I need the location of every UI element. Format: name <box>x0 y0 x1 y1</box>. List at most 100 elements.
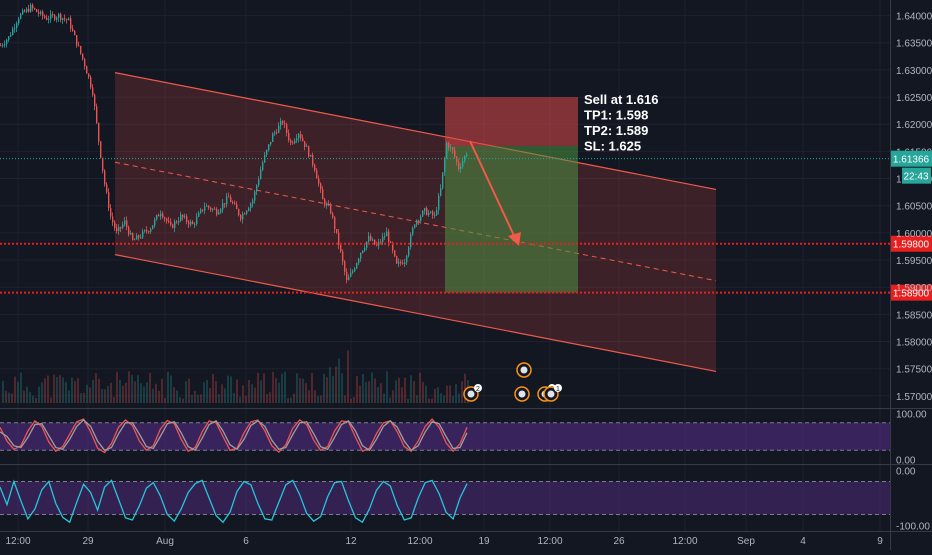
volume-bar <box>158 390 160 403</box>
event-badge-core <box>518 390 526 398</box>
candle-body <box>86 66 88 74</box>
candle-body <box>2 45 4 46</box>
volume-bar <box>152 388 154 403</box>
time-axis-label: 26 <box>613 536 625 547</box>
channel-upper-line <box>114 72 717 191</box>
candle-body <box>60 14 62 20</box>
volume-bar <box>236 379 238 403</box>
price-axis-label: 1.59500 <box>896 256 932 267</box>
volume-bar <box>224 388 226 403</box>
volume-bar <box>296 373 298 403</box>
volume-bar <box>26 386 28 403</box>
candle-body <box>356 263 358 269</box>
volume-bar <box>131 375 133 403</box>
candle-body <box>446 142 448 159</box>
candle-body <box>14 27 16 29</box>
volume-bar <box>287 398 289 403</box>
volume-bar <box>431 398 433 403</box>
volume-bar <box>275 378 277 403</box>
volume-bar <box>347 350 349 403</box>
volume-bar <box>116 371 118 403</box>
candle-body <box>302 138 304 142</box>
candle-body <box>294 140 296 144</box>
candle-body <box>16 23 18 28</box>
candle-body <box>422 210 424 217</box>
volume-bar <box>119 380 121 403</box>
candle-body <box>162 213 164 218</box>
candle-body <box>198 212 200 217</box>
volume-bar <box>395 380 397 403</box>
volume-bar <box>89 387 91 403</box>
candle-body <box>118 226 120 232</box>
volume-bar <box>407 398 409 403</box>
volume-bar <box>329 367 331 403</box>
candle-body <box>56 17 58 20</box>
candle-body <box>272 133 274 142</box>
candle-body <box>180 214 182 221</box>
candle-body <box>412 227 414 235</box>
oscillator-axis-label: 0.00 <box>896 467 916 478</box>
candle-body <box>240 215 242 220</box>
candle-body <box>292 142 294 144</box>
candle-body <box>146 230 148 232</box>
candle-body <box>182 214 184 218</box>
volume-bar <box>341 373 343 403</box>
volume-bar <box>311 372 313 403</box>
volume-bar <box>182 398 184 403</box>
volume-bar <box>65 382 67 403</box>
volume-bar <box>260 380 262 403</box>
volume-bar <box>35 397 37 403</box>
candle-body <box>178 220 180 223</box>
stop-loss-zone <box>445 97 578 146</box>
candle-body <box>106 184 108 193</box>
channel-layer <box>114 72 717 372</box>
volume-bar <box>104 389 106 403</box>
volume-bar <box>278 382 280 403</box>
candle-body <box>280 121 282 126</box>
candle-body <box>152 225 154 230</box>
candle-body <box>94 94 96 107</box>
trade-setup-text: SL: 1.625 <box>584 139 641 154</box>
candle-body <box>0 45 2 47</box>
volume-bar <box>362 374 364 403</box>
candle-body <box>348 276 350 281</box>
candle-body <box>202 209 204 211</box>
candle-body <box>184 216 186 218</box>
volume-bar <box>80 393 82 403</box>
volume-bar <box>101 389 103 403</box>
candle-body <box>188 221 190 225</box>
candle-body <box>236 204 238 210</box>
candle-body <box>298 134 300 139</box>
candle-body <box>58 14 60 18</box>
candle-body <box>410 234 412 248</box>
trade-setup-text: Sell at 1.616 <box>584 92 658 107</box>
volume-bar <box>200 394 202 403</box>
take-profit-zone <box>445 145 578 293</box>
candle-body <box>464 156 466 162</box>
stochastic-axis-label: 0.00 <box>896 455 916 466</box>
candle-body <box>108 192 110 209</box>
volume-bar <box>194 390 196 403</box>
volume-bar <box>176 390 178 403</box>
volume-bar <box>86 384 88 403</box>
oscillator-series-line <box>0 479 468 524</box>
candle-body <box>72 28 74 31</box>
volume-bar <box>8 392 10 403</box>
candle-body <box>296 138 298 141</box>
volume-bar <box>38 386 40 403</box>
candle-body <box>282 121 284 124</box>
volume-bar <box>107 386 109 403</box>
candle-body <box>130 233 132 235</box>
volume-bar <box>179 397 181 403</box>
candle-body <box>100 141 102 158</box>
candle-body <box>436 210 438 215</box>
candle-body <box>82 53 84 60</box>
candle-body <box>64 18 66 20</box>
candle-body <box>350 272 352 277</box>
volume-bar <box>149 372 151 403</box>
candle-body <box>360 252 362 259</box>
volume-bar <box>41 382 43 403</box>
